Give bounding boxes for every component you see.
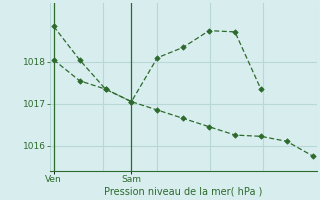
- X-axis label: Pression niveau de la mer( hPa ): Pression niveau de la mer( hPa ): [104, 187, 262, 197]
